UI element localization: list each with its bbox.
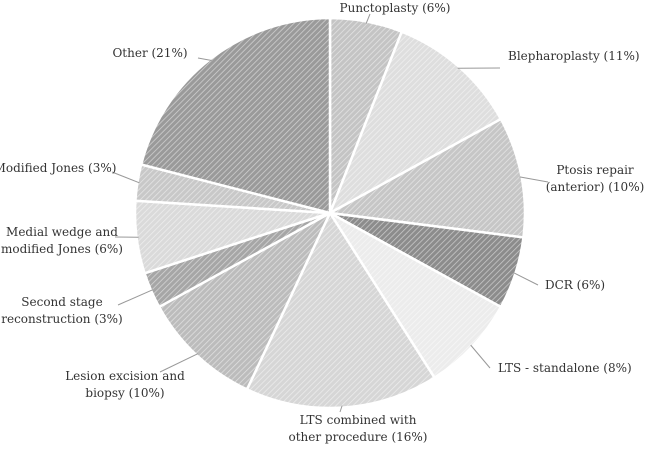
slice-label: Punctoplasty (6%) (340, 1, 451, 15)
slice-label: DCR (6%) (545, 278, 605, 292)
leader-line (111, 171, 140, 184)
slice-label: Other (21%) (112, 46, 187, 60)
slice-hatch (144, 213, 330, 307)
slice-hatch (330, 213, 524, 307)
slice-hatch (330, 119, 525, 238)
slice-label: LTS combined with other procedure (16%) (289, 413, 428, 444)
slice-hatch (330, 31, 501, 213)
slice-label: Lesion excision and biopsy (10%) (65, 369, 185, 400)
slice-hatch (246, 213, 435, 408)
slice-label: Second stage reconstruction (3%) (1, 295, 123, 326)
slice-hatch (141, 18, 330, 213)
slice-hatch (330, 18, 402, 213)
slice-hatch (159, 213, 330, 390)
leader-line (470, 344, 491, 369)
leader-line (197, 57, 212, 61)
slice-label: Ptosis repair (anterior) (10%) (546, 163, 645, 194)
slice-hatch (330, 213, 501, 378)
leader-line (519, 176, 549, 183)
slice-label: LTS - standalone (8%) (498, 361, 632, 375)
leader-line (339, 405, 343, 413)
leader-line (513, 272, 539, 286)
leader-line (117, 289, 154, 306)
leader-line (159, 353, 199, 373)
slice-label: Modified Jones (3%) (0, 161, 116, 175)
slice-label: Blepharoplasty (11%) (508, 49, 640, 63)
slice-label: Medial wedge and modified Jones (6%) (1, 225, 123, 256)
leader-line (365, 13, 371, 24)
slice-hatch (135, 200, 330, 274)
